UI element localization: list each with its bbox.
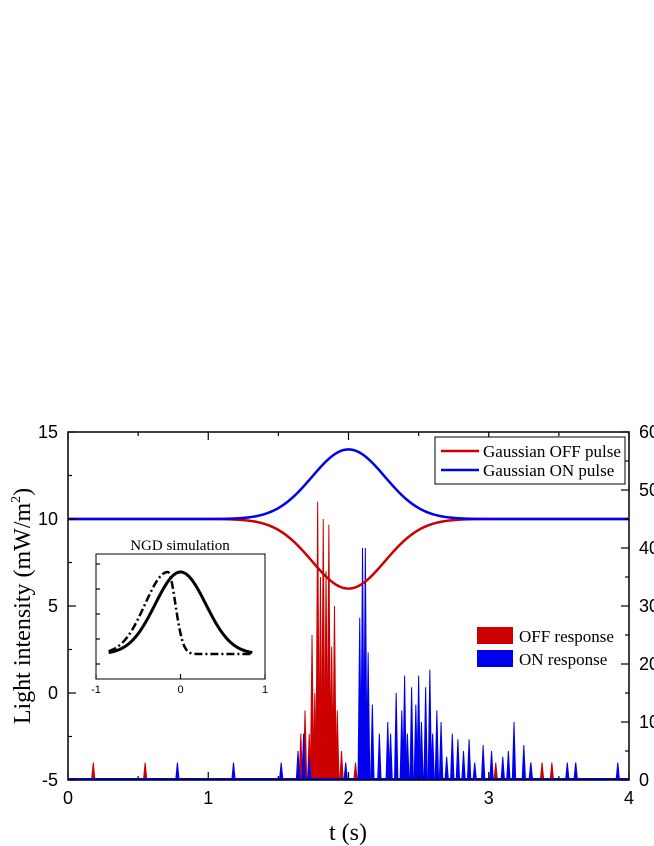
on-response-spike-12 xyxy=(377,733,382,781)
on-response-spike-1 xyxy=(231,762,236,781)
off-response-spike-16 xyxy=(353,762,358,781)
inset-x-tick-label: 0 xyxy=(177,684,183,696)
inset-plot: NGD simulation -1 0 1 xyxy=(91,538,268,696)
on-response-spike-17 xyxy=(402,675,407,781)
legend-bottom: OFF response ON response xyxy=(477,627,614,669)
on-response-spike-31 xyxy=(461,750,466,781)
off-response-spike-0 xyxy=(91,762,96,781)
on-response-spike-22 xyxy=(419,721,424,781)
off-response-spike-19 xyxy=(539,762,545,781)
y2-tick-label: 10 xyxy=(639,712,654,732)
y-axis-label-close: ) xyxy=(10,488,36,496)
y-axis-label-sup: 2 xyxy=(9,496,24,503)
plot-content xyxy=(68,448,629,781)
x-tick-label: 4 xyxy=(624,788,634,808)
on-response-spike-3 xyxy=(295,750,301,781)
off-response-spike-1 xyxy=(142,762,148,781)
legend-top-box xyxy=(434,436,626,485)
inset-line-output xyxy=(108,570,253,656)
on-response-spike-24 xyxy=(427,669,433,781)
legend-off-response-swatch xyxy=(477,627,513,644)
svg-text:Light intensity (mW/m2): Light intensity (mW/m2) xyxy=(9,488,36,724)
on-response-spike-33 xyxy=(472,762,477,781)
on-response-spike-15 xyxy=(393,692,399,781)
on-response-spike-41 xyxy=(565,762,570,781)
y-tick-label: -5 xyxy=(42,770,58,790)
y-tick-label: 5 xyxy=(48,596,58,616)
on-response-spike-40 xyxy=(528,762,534,781)
inset-content: -1 0 1 xyxy=(91,563,268,696)
on-response-spike-35 xyxy=(489,750,494,781)
on-response-spike-2 xyxy=(278,762,284,781)
y2-tick-label: 20 xyxy=(639,654,654,674)
off-response-spike-15 xyxy=(339,750,344,781)
on-response-spike-25 xyxy=(430,733,435,781)
on-response-spike-6 xyxy=(343,762,348,781)
gaussian-on-pulse-line xyxy=(68,448,629,521)
on-response-spike-37 xyxy=(506,750,511,781)
x-tick-label: 1 xyxy=(203,788,213,808)
on-response-spike-27 xyxy=(438,721,444,781)
on-response-spike-38 xyxy=(511,721,517,781)
on-response-spike-0 xyxy=(175,762,180,781)
on-response-spike-26 xyxy=(434,710,440,781)
inset-x-tick-label: -1 xyxy=(91,684,101,696)
x-tick-label: 2 xyxy=(343,788,353,808)
y-tick-label: 0 xyxy=(48,683,58,703)
legend-top: Gaussian OFF pulse Gaussian ON pulse xyxy=(434,436,626,485)
y2-tick-label: 50 xyxy=(639,480,654,500)
x-tick-label: 0 xyxy=(63,788,73,808)
on-response-spike-18 xyxy=(405,733,410,781)
y2-tick-label: 60 xyxy=(639,422,654,442)
y2-tick-label: 30 xyxy=(639,596,654,616)
on-response-spike-10 xyxy=(365,652,371,781)
x-axis-label: t (s) xyxy=(329,820,367,846)
y2-tick-label: 40 xyxy=(639,538,654,558)
legend-on-response-swatch xyxy=(477,650,513,667)
inset-frame xyxy=(95,553,266,680)
legend-off-pulse-label: Gaussian OFF pulse xyxy=(483,442,621,461)
on-response-spike-14 xyxy=(388,733,393,781)
y-tick-label: 10 xyxy=(38,509,58,529)
legend-on-pulse-label: Gaussian ON pulse xyxy=(483,461,614,480)
on-response-spike-36 xyxy=(500,756,505,781)
legend-on-response-label: ON response xyxy=(519,650,607,669)
inset-x-tick-label: 1 xyxy=(262,684,268,696)
on-response-spike-19 xyxy=(409,687,414,781)
on-response-spike-30 xyxy=(455,739,461,781)
off-response-spike-13 xyxy=(332,605,337,781)
on-response-spike-34 xyxy=(480,745,486,781)
off-response-spike-17 xyxy=(493,762,498,781)
off-response-spike-14 xyxy=(335,710,340,781)
on-response-spike-42 xyxy=(573,762,578,781)
on-response-spike-39 xyxy=(521,745,527,781)
x-tick-label: 3 xyxy=(484,788,494,808)
off-response-spike-20 xyxy=(549,762,555,781)
y-tick-label: 15 xyxy=(38,422,58,442)
on-response-spike-23 xyxy=(423,687,428,781)
y-axis-label-group: Light intensity (mW/m2) xyxy=(9,488,36,724)
y2-tick-label: 0 xyxy=(639,770,649,790)
on-response-spike-28 xyxy=(444,756,449,781)
on-response-spike-43 xyxy=(615,762,621,781)
on-response-spike-32 xyxy=(466,739,472,781)
on-response-spike-29 xyxy=(450,733,455,781)
y-axis-label: Light intensity (mW/m xyxy=(10,503,36,725)
inset-title: NGD simulation xyxy=(130,538,230,554)
on-response-spike-11 xyxy=(370,704,375,781)
inset-line-input xyxy=(108,570,253,654)
legend-off-response-label: OFF response xyxy=(519,627,614,646)
